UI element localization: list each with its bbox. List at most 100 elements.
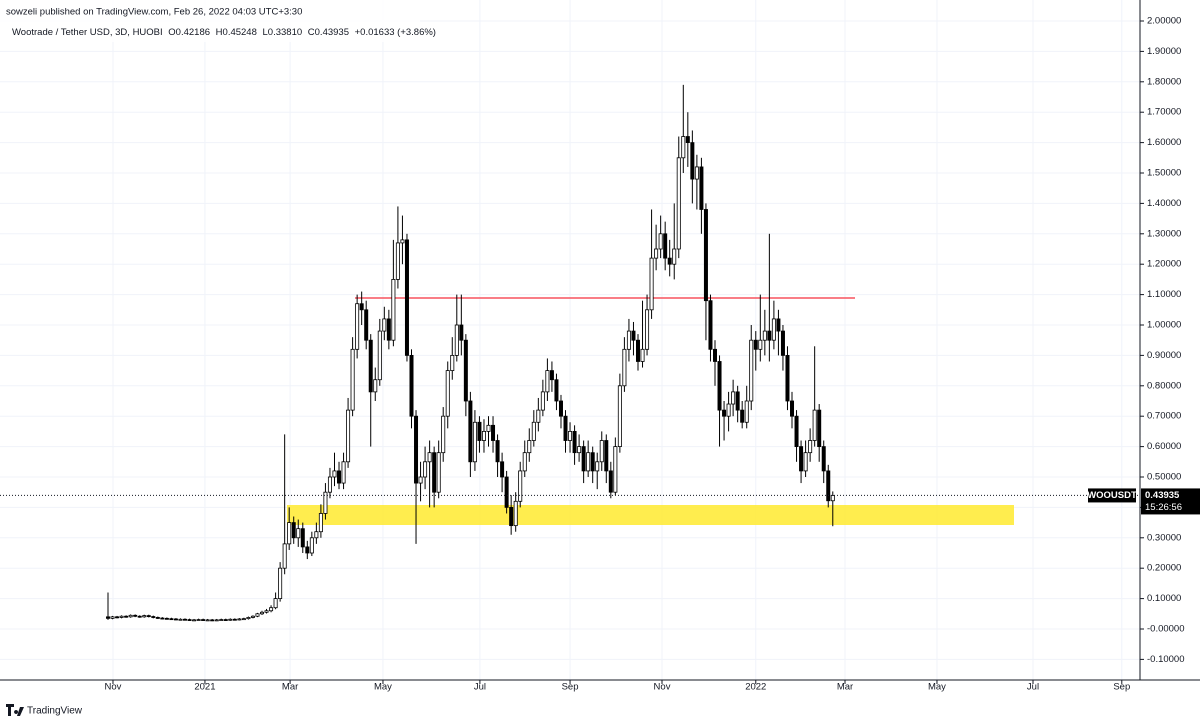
candle-body — [694, 166, 699, 180]
candle-body — [744, 400, 749, 423]
ohlc-low: L0.33810 — [263, 27, 303, 38]
candle-body — [151, 616, 156, 618]
candle-body — [223, 619, 228, 621]
candle-body — [613, 446, 618, 493]
candle-body — [142, 615, 147, 618]
candle-body — [595, 461, 600, 472]
candle-body — [491, 424, 496, 441]
candle-body — [219, 619, 224, 621]
candle-body — [260, 611, 265, 615]
candle-body — [790, 400, 795, 417]
support-zone — [287, 505, 1014, 525]
x-tick-label: May — [374, 682, 392, 693]
candle-body — [232, 618, 237, 621]
candle-body — [382, 318, 387, 332]
x-tick-label: Jul — [1027, 682, 1039, 693]
candle-body — [146, 615, 151, 618]
candle-body — [735, 391, 740, 411]
candle-body — [726, 403, 731, 417]
y-tick-label: 1.10000 — [1147, 289, 1181, 300]
y-tick-label: 0.60000 — [1147, 441, 1181, 452]
candle-body — [549, 370, 554, 381]
symbol-tag-bg — [1088, 488, 1136, 503]
candle-body — [201, 619, 206, 621]
candle-body — [717, 361, 722, 411]
candle-body — [273, 598, 278, 609]
candle-body — [604, 440, 609, 472]
candle-body — [635, 339, 640, 362]
candle-body — [699, 166, 704, 210]
candle-body — [155, 617, 160, 619]
y-tick-label: 1.70000 — [1147, 107, 1181, 118]
x-tick-label: Nov — [105, 682, 122, 693]
candle-body — [269, 607, 274, 612]
candle-body — [327, 476, 332, 493]
candle-body — [477, 421, 482, 441]
candle-body — [173, 618, 178, 621]
candle-body — [264, 610, 269, 613]
candle-body — [115, 616, 120, 619]
candle-body — [291, 522, 296, 539]
candle-body — [169, 618, 174, 621]
candle-body — [685, 136, 690, 144]
candle-body — [160, 617, 165, 620]
candle-body — [708, 300, 713, 350]
candle-body — [178, 618, 183, 621]
candle-body — [124, 615, 129, 618]
x-tick-label: Jul — [474, 682, 486, 693]
price-tag-bg — [1141, 488, 1200, 515]
candle-body — [558, 400, 563, 417]
candle-body — [531, 421, 536, 441]
y-tick-label: -0.10000 — [1147, 654, 1185, 665]
candle-body — [346, 409, 351, 463]
candle-body — [799, 446, 804, 472]
candle-body — [246, 617, 251, 620]
candle-body — [631, 330, 636, 341]
candle-body — [305, 546, 310, 554]
candle-body — [803, 452, 808, 472]
candle-body — [386, 318, 391, 341]
candle-body — [599, 440, 604, 463]
candle-body — [663, 233, 668, 259]
y-tick-label: 1.50000 — [1147, 168, 1181, 179]
y-tick-label: 0.70000 — [1147, 411, 1181, 422]
candle-body — [654, 248, 659, 259]
candle-body — [690, 142, 695, 180]
candle-body — [563, 415, 568, 441]
candle-body — [133, 614, 138, 617]
candle-body — [364, 309, 369, 341]
candle-body — [391, 278, 396, 341]
bar-countdown: 15:26:56 — [1145, 502, 1182, 513]
candle-body — [495, 440, 500, 463]
candle-body — [228, 618, 233, 621]
candle-body — [296, 528, 301, 539]
candle-body — [427, 452, 432, 463]
candle-body — [395, 242, 400, 280]
y-tick-label: 1.00000 — [1147, 320, 1181, 331]
candle-body — [545, 370, 550, 393]
y-tick-label: 0.80000 — [1147, 380, 1181, 391]
candle-body — [192, 619, 197, 622]
candle-body — [776, 318, 781, 332]
ohlc-open: O0.42186 — [168, 27, 210, 38]
x-tick-label: May — [928, 682, 946, 693]
candle-body — [463, 339, 468, 402]
candle-body — [373, 379, 378, 393]
candle-body — [572, 430, 577, 454]
y-tick-label: 1.40000 — [1147, 198, 1181, 209]
candle-body — [350, 348, 355, 411]
candle-body — [309, 537, 314, 554]
y-tick-label: 0.30000 — [1147, 532, 1181, 543]
candle-body — [821, 446, 826, 472]
candle-body — [826, 470, 831, 502]
candle-body — [568, 430, 573, 441]
candle-body — [590, 452, 595, 472]
tv-logo — [6, 704, 24, 716]
candle-body — [318, 513, 323, 533]
symbol-title: Wootrade / Tether USD, 3D, HUOBI — [12, 27, 163, 38]
candle-body — [187, 619, 192, 621]
candle-body — [586, 452, 591, 472]
candle-body — [472, 421, 477, 463]
header-backdrop — [0, 0, 420, 42]
candle-body — [241, 618, 246, 621]
